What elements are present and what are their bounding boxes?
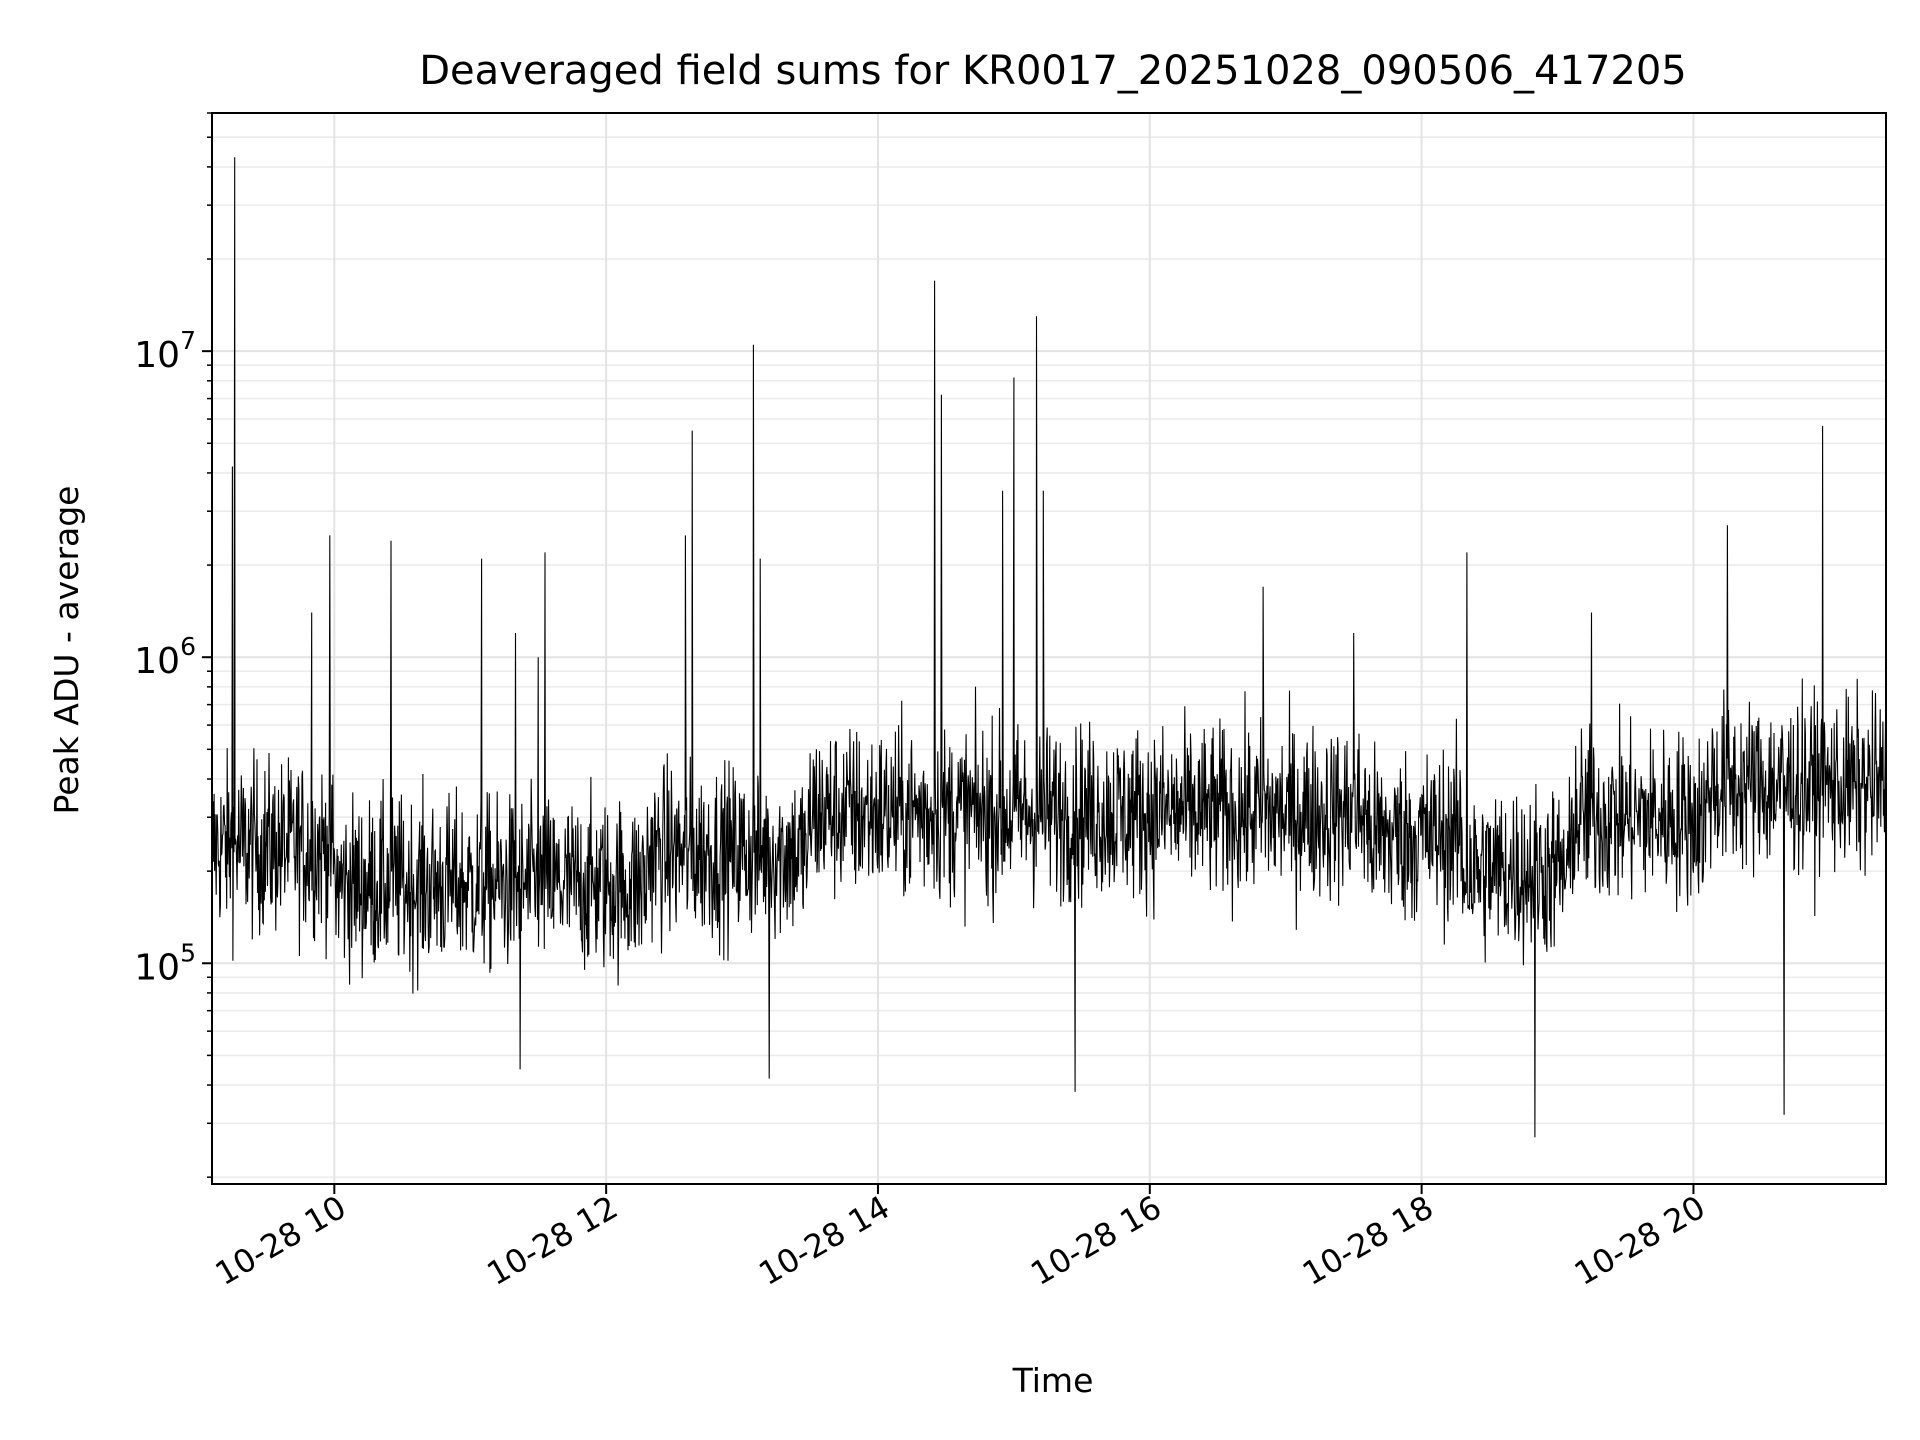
y-tick-exponent: 6 bbox=[180, 632, 196, 661]
x-tick-label: 10-28 16 bbox=[1024, 1188, 1168, 1293]
x-axis-label: Time bbox=[1012, 1361, 1094, 1400]
y-tick-base: 10 bbox=[134, 641, 180, 682]
y-tick-exponent: 5 bbox=[180, 938, 196, 967]
x-tick-label: 10-28 14 bbox=[752, 1188, 896, 1293]
y-tick-base: 10 bbox=[134, 335, 180, 376]
series-line bbox=[211, 157, 1887, 1138]
plot-frame bbox=[211, 112, 1887, 1185]
y-tick-base: 10 bbox=[134, 947, 180, 988]
y-tick-label: 105 bbox=[134, 938, 196, 988]
chart-title: Deaveraged field sums for KR0017_2025102… bbox=[419, 48, 1687, 94]
grid bbox=[212, 112, 1886, 1184]
y-tick-label: 106 bbox=[134, 632, 196, 682]
x-tick-label: 10-28 20 bbox=[1568, 1188, 1712, 1293]
y-axis-label: Peak ADU - average bbox=[47, 486, 86, 815]
x-tick-label: 10-28 18 bbox=[1296, 1188, 1440, 1293]
x-tick-label: 10-28 12 bbox=[481, 1188, 625, 1293]
y-tick-exponent: 7 bbox=[180, 326, 196, 355]
axis-ticks: 10-28 10 10-28 12 10-28 14 10-28 16 10-28 18… bbox=[134, 112, 1712, 1293]
x-tick-label: 10-28 10 bbox=[209, 1188, 353, 1293]
y-tick-label: 107 bbox=[134, 326, 196, 376]
